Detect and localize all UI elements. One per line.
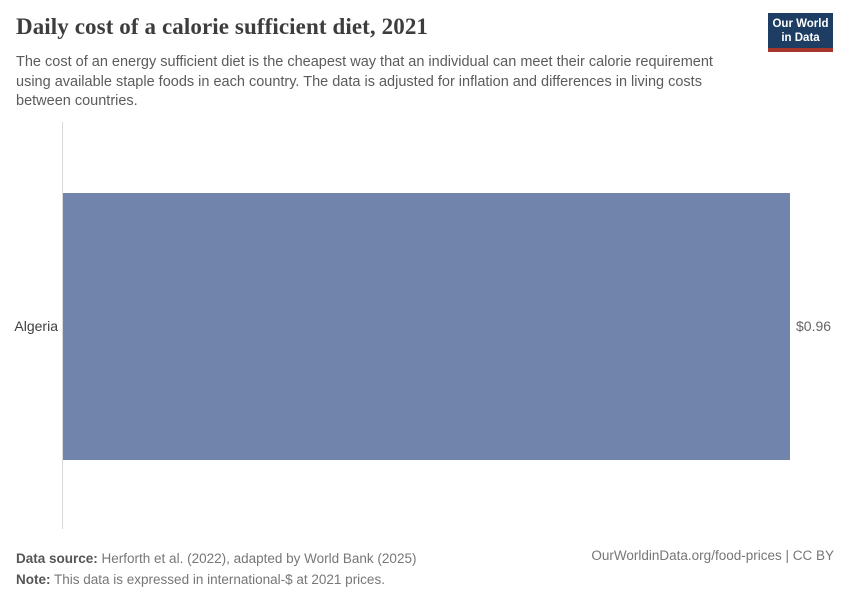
subtitle-line: using available staple foods in each cou… <box>16 73 702 90</box>
subtitle-line: between countries. <box>16 93 138 109</box>
attribution: OurWorldinData.org/food-prices | CC BY <box>591 548 834 563</box>
note-text: This data is expressed in international-… <box>50 572 385 587</box>
bar-track <box>63 193 790 460</box>
bar-algeria[interactable] <box>63 193 790 460</box>
data-source-text: Herforth et al. (2022), adapted by World… <box>97 551 417 566</box>
data-source-line: Data source: Herforth et al. (2022), ada… <box>16 548 416 569</box>
subtitle-line: The cost of an energy sufficient diet is… <box>16 54 713 70</box>
owid-logo[interactable]: Our World in Data <box>768 13 833 52</box>
bar-value-label: $0.96 <box>796 318 832 334</box>
note-line: Note: This data is expressed in internat… <box>16 569 416 590</box>
y-axis-line <box>62 122 63 529</box>
page-title: Daily cost of a calorie sufficient diet,… <box>16 14 429 39</box>
owid-logo-line2: in Data <box>781 32 820 44</box>
note-label: Note: <box>16 572 51 587</box>
chart-footer: Data source: Herforth et al. (2022), ada… <box>16 548 416 590</box>
data-source-label: Data source: <box>16 551 98 566</box>
owid-logo-line1: Our World <box>772 18 829 30</box>
chart-subtitle: The cost of an energy sufficient diet is… <box>16 53 741 112</box>
bar-category-label: Algeria <box>14 318 58 334</box>
